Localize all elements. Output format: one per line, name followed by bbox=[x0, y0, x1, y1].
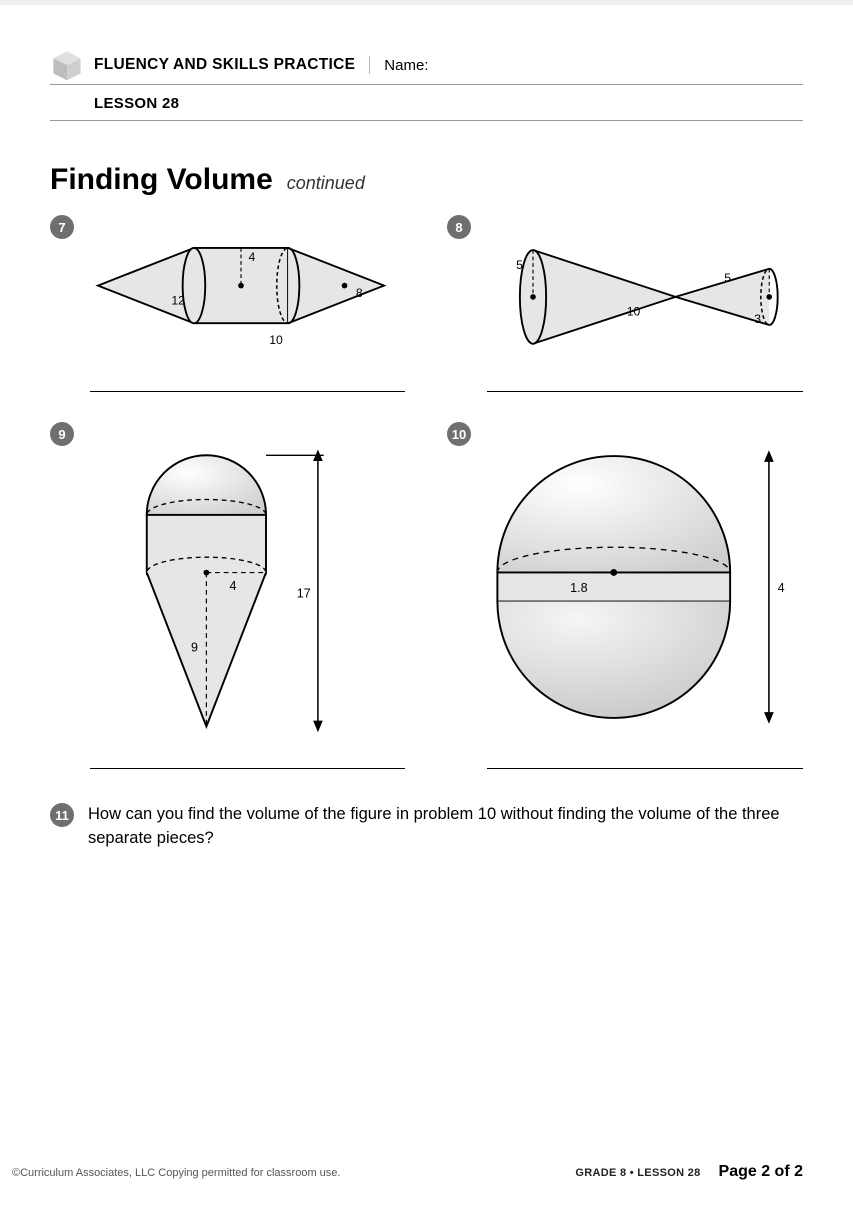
problem-badge: 8 bbox=[447, 215, 471, 239]
figure-8: 5 10 5 3 bbox=[447, 215, 803, 375]
answer-line bbox=[487, 391, 803, 392]
problem-9: 9 bbox=[50, 422, 405, 769]
dim-label: 3 bbox=[754, 312, 761, 326]
lesson-label: LESSON 28 bbox=[50, 89, 803, 121]
answer-line bbox=[487, 768, 803, 769]
dim-label: 17 bbox=[296, 587, 310, 601]
problem-badge: 9 bbox=[50, 422, 74, 446]
answer-line bbox=[90, 391, 405, 392]
dim-label: 1.8 bbox=[570, 581, 588, 595]
dim-label: 10 bbox=[627, 305, 641, 319]
cube-icon bbox=[50, 48, 84, 82]
continued-label: continued bbox=[287, 173, 365, 194]
problem-badge: 7 bbox=[50, 215, 74, 239]
problem-badge: 11 bbox=[50, 803, 74, 827]
page-title: Finding Volume bbox=[50, 163, 273, 197]
name-label: Name: bbox=[370, 57, 428, 74]
copyright: ©Curriculum Associates, LLC Copying perm… bbox=[12, 1167, 340, 1179]
problem-badge: 10 bbox=[447, 422, 471, 446]
footer: ©Curriculum Associates, LLC Copying perm… bbox=[12, 1163, 803, 1181]
dim-label: 9 bbox=[191, 640, 198, 654]
practice-label: FLUENCY AND SKILLS PRACTICE bbox=[94, 56, 370, 74]
figure-10: 1.8 4 bbox=[447, 422, 803, 752]
dim-label: 10 bbox=[269, 333, 283, 347]
problem-11: 11 How can you find the volume of the fi… bbox=[50, 803, 803, 851]
dim-label: 5 bbox=[516, 258, 523, 272]
figure-7: 4 12 10 8 bbox=[50, 215, 405, 375]
dim-label: 8 bbox=[355, 286, 362, 300]
figure-9: 4 9 17 bbox=[50, 422, 405, 752]
grade-lesson: GRADE 8 • LESSON 28 bbox=[575, 1167, 700, 1179]
header-row: FLUENCY AND SKILLS PRACTICE Name: bbox=[50, 48, 803, 85]
dim-label: 12 bbox=[171, 293, 185, 307]
dim-label: 4 bbox=[229, 579, 236, 593]
answer-line bbox=[90, 768, 405, 769]
dim-label: 4 bbox=[778, 581, 785, 595]
problem-10: 10 bbox=[447, 422, 803, 769]
dim-label: 4 bbox=[248, 250, 255, 264]
question-text: How can you find the volume of the figur… bbox=[88, 803, 803, 851]
page-title-row: Finding Volume continued bbox=[50, 163, 803, 197]
problem-7: 7 4 12 10 bbox=[50, 215, 405, 392]
problem-8: 8 5 10 5 3 bbox=[447, 215, 803, 392]
dim-label: 5 bbox=[724, 271, 731, 285]
page-number: Page 2 of 2 bbox=[719, 1163, 803, 1181]
